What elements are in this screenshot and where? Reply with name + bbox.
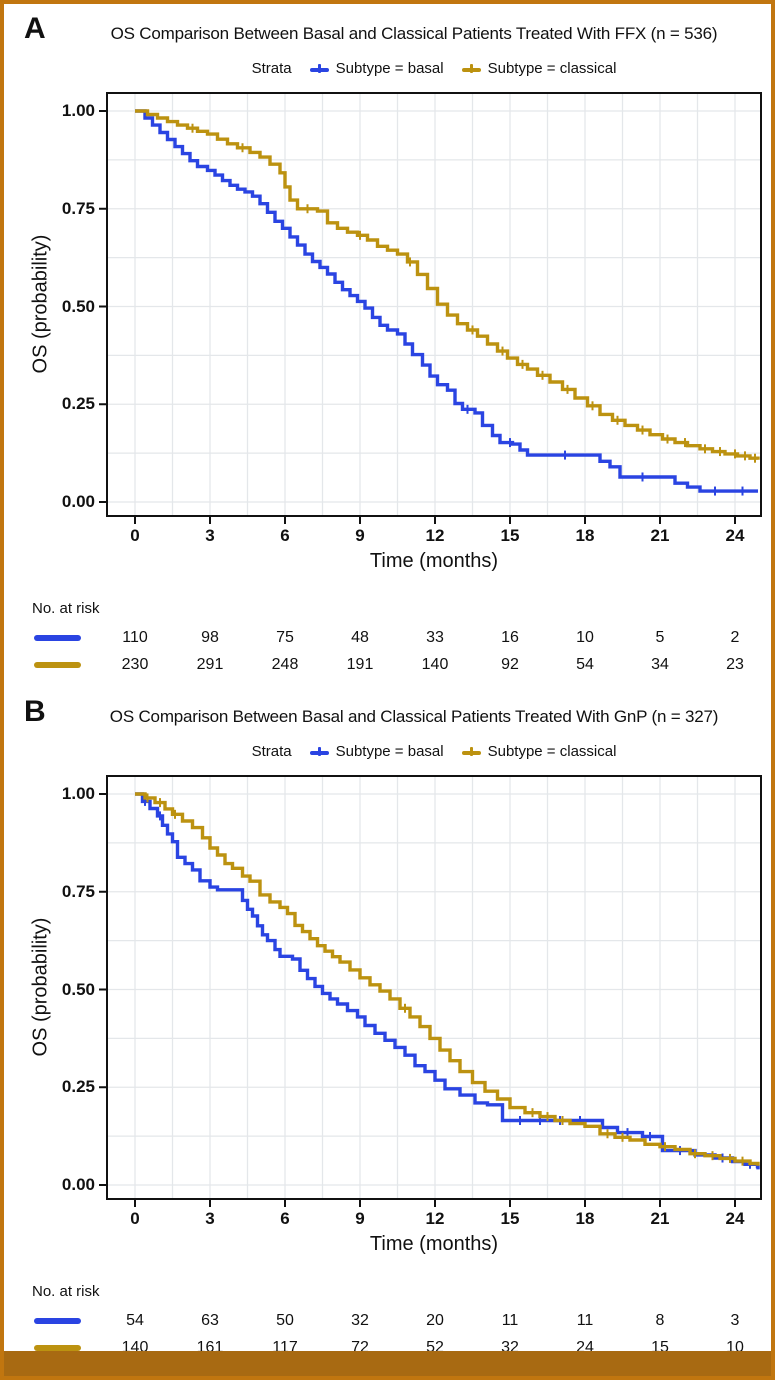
y-tick-label: 0.00 [61, 1175, 95, 1194]
y-tick-label: 0.75 [61, 881, 95, 901]
x-tick-label: 3 [205, 1209, 215, 1228]
risk-value: 11 [501, 1312, 519, 1329]
km-plot-a [99, 92, 762, 524]
legend: Strata Subtype = basal Subtype = classic… [107, 743, 761, 760]
y-tick-label: 0.50 [61, 979, 95, 999]
risk-row-swatch-classical [34, 1345, 81, 1351]
legend-item-basal-label: Subtype = basal [335, 60, 444, 77]
basal-line-swatch-icon [309, 63, 329, 75]
risk-value: 32 [351, 1312, 369, 1329]
legend-item-basal-label: Subtype = basal [335, 743, 444, 760]
x-tick-label: 15 [500, 1209, 520, 1228]
legend-item-classical-label: Subtype = classical [487, 743, 617, 760]
risk-table-label: No. at risk [32, 1283, 100, 1300]
risk-value: 11 [576, 1312, 594, 1329]
x-tick-label: 9 [355, 1209, 365, 1228]
basal-line-swatch-icon [309, 746, 329, 758]
x-tick-label: 12 [425, 526, 445, 545]
x-tick-label: 21 [650, 1209, 670, 1228]
y-tick-label: 0.75 [61, 198, 95, 218]
risk-value: 48 [351, 629, 369, 646]
panel-b-title: OS Comparison Between Basal and Classica… [109, 707, 719, 726]
legend-item-classical: Subtype = classical [461, 60, 617, 77]
risk-row-swatch-basal [34, 1318, 81, 1324]
plot-border [106, 92, 762, 517]
risk-value: 5 [655, 629, 665, 646]
legend-item-basal: Subtype = basal [309, 60, 444, 77]
y-axis-title: OS (probability) [29, 234, 52, 374]
risk-value: 10 [576, 629, 594, 646]
risk-row-swatch-classical [34, 662, 81, 668]
km-curve-basal [135, 109, 758, 493]
risk-value: 23 [726, 656, 744, 673]
km-plot-b [99, 775, 762, 1207]
y-tick-label: 1.00 [61, 101, 95, 120]
risk-value: 8 [655, 1312, 665, 1329]
x-tick-label: 24 [725, 1209, 745, 1228]
panel-a-title: OS Comparison Between Basal and Classica… [110, 24, 718, 43]
km-curve-classical [135, 109, 760, 460]
km-curve-classical [135, 792, 760, 1166]
legend-item-classical-label: Subtype = classical [487, 60, 617, 77]
x-tick-label: 15 [500, 526, 520, 545]
risk-value: 33 [426, 629, 444, 646]
x-tick-label: 3 [205, 526, 215, 545]
plot-border [106, 775, 762, 1200]
classical-line-swatch-icon [461, 746, 481, 758]
risk-value: 110 [122, 629, 148, 646]
panel-b: B OS Comparison Between Basal and Classi… [4, 687, 771, 1359]
risk-value: 54 [126, 1312, 144, 1329]
y-tick-label: 0.25 [61, 394, 95, 414]
risk-table-label: No. at risk [32, 600, 100, 617]
risk-value: 63 [201, 1312, 219, 1329]
y-tick-label: 0.00 [61, 492, 95, 511]
bottom-accent-bar [4, 1351, 771, 1376]
x-axis-title: Time (months) [369, 550, 499, 572]
y-tick-label: 1.00 [61, 784, 95, 803]
risk-value: 291 [196, 656, 224, 673]
risk-value: 140 [421, 656, 449, 673]
risk-value: 54 [576, 656, 594, 673]
x-tick-label: 21 [650, 526, 670, 545]
risk-value: 92 [501, 656, 519, 673]
risk-value: 191 [346, 656, 374, 673]
panel-a-label: A [24, 12, 46, 45]
legend-strata-label: Strata [251, 60, 292, 77]
y-axis-title: OS (probability) [29, 917, 52, 1057]
legend-item-basal: Subtype = basal [309, 743, 444, 760]
y-tick-label: 0.25 [61, 1077, 95, 1097]
x-tick-label: 6 [280, 1209, 290, 1228]
legend-item-classical: Subtype = classical [461, 743, 617, 760]
risk-value: 75 [276, 629, 294, 646]
risk-value: 34 [651, 656, 669, 673]
legend: Strata Subtype = basal Subtype = classic… [107, 60, 761, 77]
risk-value: 50 [276, 1312, 294, 1329]
risk-value: 230 [121, 656, 149, 673]
x-tick-label: 12 [425, 1209, 445, 1228]
risk-value: 98 [201, 629, 219, 646]
x-tick-label: 24 [725, 526, 745, 545]
risk-value: 3 [730, 1312, 740, 1329]
panel-b-label: B [24, 695, 46, 728]
risk-row-swatch-basal [34, 635, 81, 641]
risk-value: 16 [501, 629, 519, 646]
x-tick-label: 0 [130, 526, 140, 545]
x-tick-label: 6 [280, 526, 290, 545]
classical-line-swatch-icon [461, 63, 481, 75]
x-tick-label: 18 [575, 526, 595, 545]
legend-strata-label: Strata [251, 743, 292, 760]
x-tick-label: 18 [575, 1209, 595, 1228]
x-axis-title: Time (months) [369, 1233, 499, 1255]
x-tick-label: 0 [130, 1209, 140, 1228]
risk-value: 248 [271, 656, 299, 673]
risk-value: 20 [426, 1312, 444, 1329]
panel-a: A OS Comparison Between Basal and Classi… [4, 4, 771, 687]
x-tick-label: 9 [355, 526, 365, 545]
km-curve-basal [135, 792, 760, 1170]
y-tick-label: 0.50 [61, 296, 95, 316]
risk-value: 2 [730, 629, 740, 646]
